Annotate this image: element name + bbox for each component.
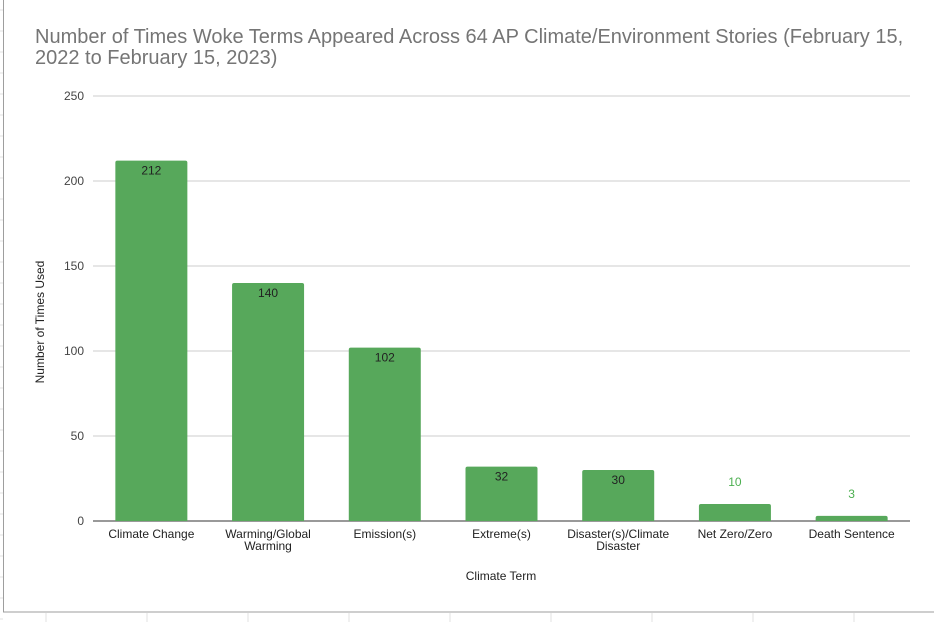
y-tick-label: 150 [64, 259, 84, 273]
bar [348, 347, 421, 521]
y-tick-label: 100 [64, 344, 84, 358]
x-tick-label: Climate Change [108, 527, 194, 541]
y-tick-label: 200 [64, 174, 84, 188]
data-label: 102 [375, 351, 395, 365]
gridlines [93, 95, 910, 522]
data-label: 30 [612, 473, 626, 487]
y-tick-label: 250 [64, 89, 84, 103]
x-tick-label: Warming [244, 539, 292, 553]
x-tick-label: Disaster [596, 539, 640, 553]
bar [698, 504, 771, 521]
x-tick-label: Disaster(s)/Climate [567, 527, 669, 541]
data-label: 3 [848, 487, 855, 501]
x-tick-label: Death Sentence [809, 527, 895, 541]
y-tick-label: 0 [77, 514, 84, 528]
x-tick-label: Emission(s) [353, 527, 416, 541]
y-tick-label: 50 [71, 429, 85, 443]
data-label: 32 [495, 470, 509, 484]
bar [582, 470, 655, 521]
bar [815, 515, 888, 521]
chart-title: Number of Times Woke Terms Appeared Acro… [35, 26, 904, 69]
bar [232, 283, 305, 521]
y-axis-title: Number of Times Used [33, 261, 47, 384]
x-tick-label: Net Zero/Zero [698, 527, 773, 541]
bars: 212 140 102 32 30 10 3 [115, 160, 888, 521]
data-label: 212 [141, 164, 161, 178]
x-tick-label: Warming/Global [225, 527, 311, 541]
spreadsheet-gridlines [0, 9, 855, 622]
y-axis-ticks: 0 50 100 150 200 250 [64, 89, 84, 528]
bar [115, 160, 188, 521]
data-label: 10 [728, 475, 742, 489]
bar [465, 466, 538, 521]
x-axis-title: Climate Term [466, 569, 536, 583]
x-tick-label: Extreme(s) [472, 527, 531, 541]
data-label: 140 [258, 286, 278, 300]
